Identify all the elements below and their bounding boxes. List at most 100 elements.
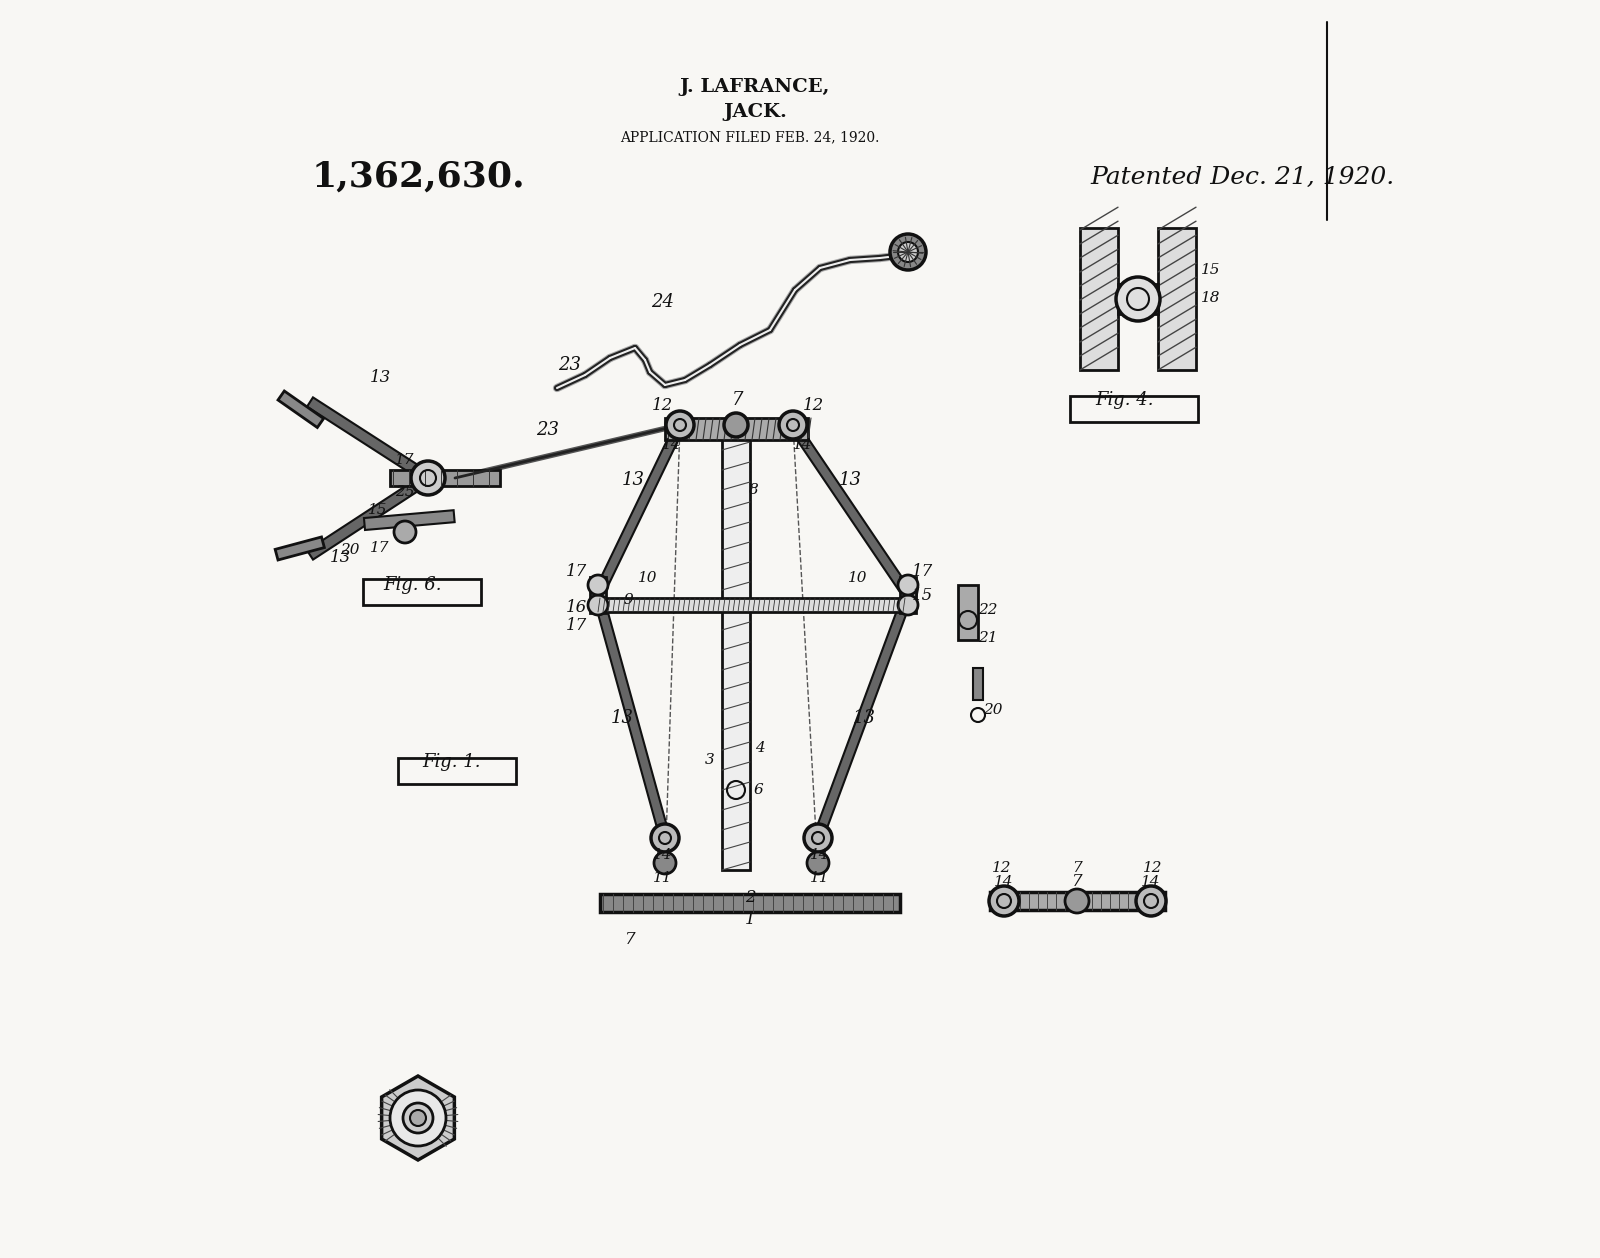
Circle shape bbox=[898, 595, 918, 615]
Bar bbox=[275, 537, 325, 560]
Text: 20: 20 bbox=[984, 703, 1003, 717]
Text: 17: 17 bbox=[565, 564, 587, 580]
Text: 14: 14 bbox=[994, 876, 1014, 889]
Circle shape bbox=[898, 242, 918, 262]
Circle shape bbox=[589, 595, 608, 615]
Circle shape bbox=[403, 1103, 434, 1133]
Polygon shape bbox=[307, 398, 430, 483]
Text: 14: 14 bbox=[794, 438, 813, 452]
Bar bbox=[590, 577, 606, 613]
Text: 12: 12 bbox=[651, 396, 672, 414]
Text: 18: 18 bbox=[1202, 291, 1221, 304]
Circle shape bbox=[654, 852, 675, 874]
Circle shape bbox=[394, 521, 416, 543]
Text: 11: 11 bbox=[810, 871, 830, 884]
Circle shape bbox=[989, 886, 1019, 916]
Text: 25: 25 bbox=[395, 486, 414, 499]
Text: 14: 14 bbox=[1141, 876, 1160, 889]
Text: 13: 13 bbox=[853, 710, 875, 727]
Text: 3: 3 bbox=[706, 754, 715, 767]
Circle shape bbox=[1117, 277, 1160, 321]
Bar bbox=[1118, 284, 1158, 314]
Text: APPLICATION FILED FEB. 24, 1920.: APPLICATION FILED FEB. 24, 1920. bbox=[621, 130, 880, 143]
Circle shape bbox=[589, 575, 608, 595]
Text: Fig. 6.: Fig. 6. bbox=[384, 576, 442, 594]
Text: 15: 15 bbox=[912, 586, 933, 604]
Bar bbox=[363, 511, 454, 530]
Text: 13: 13 bbox=[621, 470, 645, 489]
Circle shape bbox=[779, 411, 806, 439]
Polygon shape bbox=[307, 473, 430, 560]
Circle shape bbox=[411, 460, 445, 494]
Text: 7: 7 bbox=[733, 391, 744, 409]
Text: 12: 12 bbox=[992, 860, 1011, 876]
Text: 10: 10 bbox=[848, 571, 867, 585]
Bar bbox=[594, 598, 914, 611]
Text: 13: 13 bbox=[330, 550, 350, 566]
Bar bbox=[899, 577, 915, 613]
Circle shape bbox=[651, 824, 678, 852]
Bar bbox=[1070, 396, 1198, 421]
Text: 1,362,630.: 1,362,630. bbox=[310, 160, 525, 194]
Text: 15: 15 bbox=[1202, 263, 1221, 277]
Circle shape bbox=[898, 575, 918, 595]
Circle shape bbox=[666, 411, 694, 439]
Text: 17: 17 bbox=[370, 541, 390, 555]
Bar bbox=[958, 585, 978, 640]
Circle shape bbox=[410, 1110, 426, 1126]
Text: 7: 7 bbox=[624, 931, 635, 949]
Bar bbox=[390, 470, 499, 486]
Text: 6: 6 bbox=[754, 782, 763, 798]
Text: 14: 14 bbox=[653, 848, 672, 862]
Text: 1: 1 bbox=[744, 912, 755, 928]
Text: 17: 17 bbox=[912, 564, 933, 580]
Bar bbox=[398, 759, 515, 784]
Text: 7: 7 bbox=[1072, 860, 1082, 876]
Text: 21: 21 bbox=[978, 632, 998, 645]
Circle shape bbox=[805, 824, 832, 852]
Bar bbox=[1080, 228, 1118, 370]
Polygon shape bbox=[594, 423, 685, 598]
Text: 14: 14 bbox=[662, 438, 682, 452]
Text: 16: 16 bbox=[565, 600, 587, 616]
Circle shape bbox=[1066, 889, 1090, 913]
Polygon shape bbox=[594, 594, 670, 839]
Text: Fig. 1.: Fig. 1. bbox=[422, 754, 482, 771]
Text: JACK.: JACK. bbox=[723, 103, 787, 121]
Text: 11: 11 bbox=[653, 871, 672, 884]
Bar bbox=[722, 430, 750, 871]
Bar bbox=[1158, 228, 1197, 370]
Text: 2: 2 bbox=[744, 888, 755, 906]
Bar bbox=[990, 892, 1165, 910]
Text: Patented Dec. 21, 1920.: Patented Dec. 21, 1920. bbox=[1090, 166, 1394, 189]
Text: 15: 15 bbox=[368, 503, 387, 517]
Text: 14: 14 bbox=[810, 848, 830, 862]
Text: 9: 9 bbox=[622, 593, 634, 608]
Text: 20: 20 bbox=[341, 543, 360, 557]
Polygon shape bbox=[789, 423, 912, 598]
Circle shape bbox=[1136, 886, 1166, 916]
Text: 12: 12 bbox=[802, 396, 824, 414]
Bar bbox=[973, 668, 982, 699]
Circle shape bbox=[390, 1089, 446, 1146]
Bar bbox=[600, 894, 899, 912]
Polygon shape bbox=[813, 594, 912, 840]
Text: 13: 13 bbox=[370, 370, 390, 386]
Text: 4: 4 bbox=[755, 741, 765, 755]
Text: 10: 10 bbox=[638, 571, 658, 585]
Text: 23: 23 bbox=[558, 356, 581, 374]
Text: 22: 22 bbox=[978, 603, 998, 616]
Circle shape bbox=[806, 852, 829, 874]
Polygon shape bbox=[382, 1076, 454, 1160]
Circle shape bbox=[723, 413, 749, 437]
Text: 24: 24 bbox=[651, 293, 675, 311]
Text: 17: 17 bbox=[395, 453, 414, 467]
Text: 23: 23 bbox=[536, 421, 560, 439]
Bar bbox=[363, 579, 482, 605]
Text: 17: 17 bbox=[565, 616, 587, 634]
Text: 7: 7 bbox=[1072, 873, 1082, 891]
Text: Fig. 4.: Fig. 4. bbox=[1096, 391, 1154, 409]
Bar bbox=[666, 418, 808, 440]
Text: 13: 13 bbox=[838, 470, 861, 489]
Text: 8: 8 bbox=[749, 483, 758, 497]
